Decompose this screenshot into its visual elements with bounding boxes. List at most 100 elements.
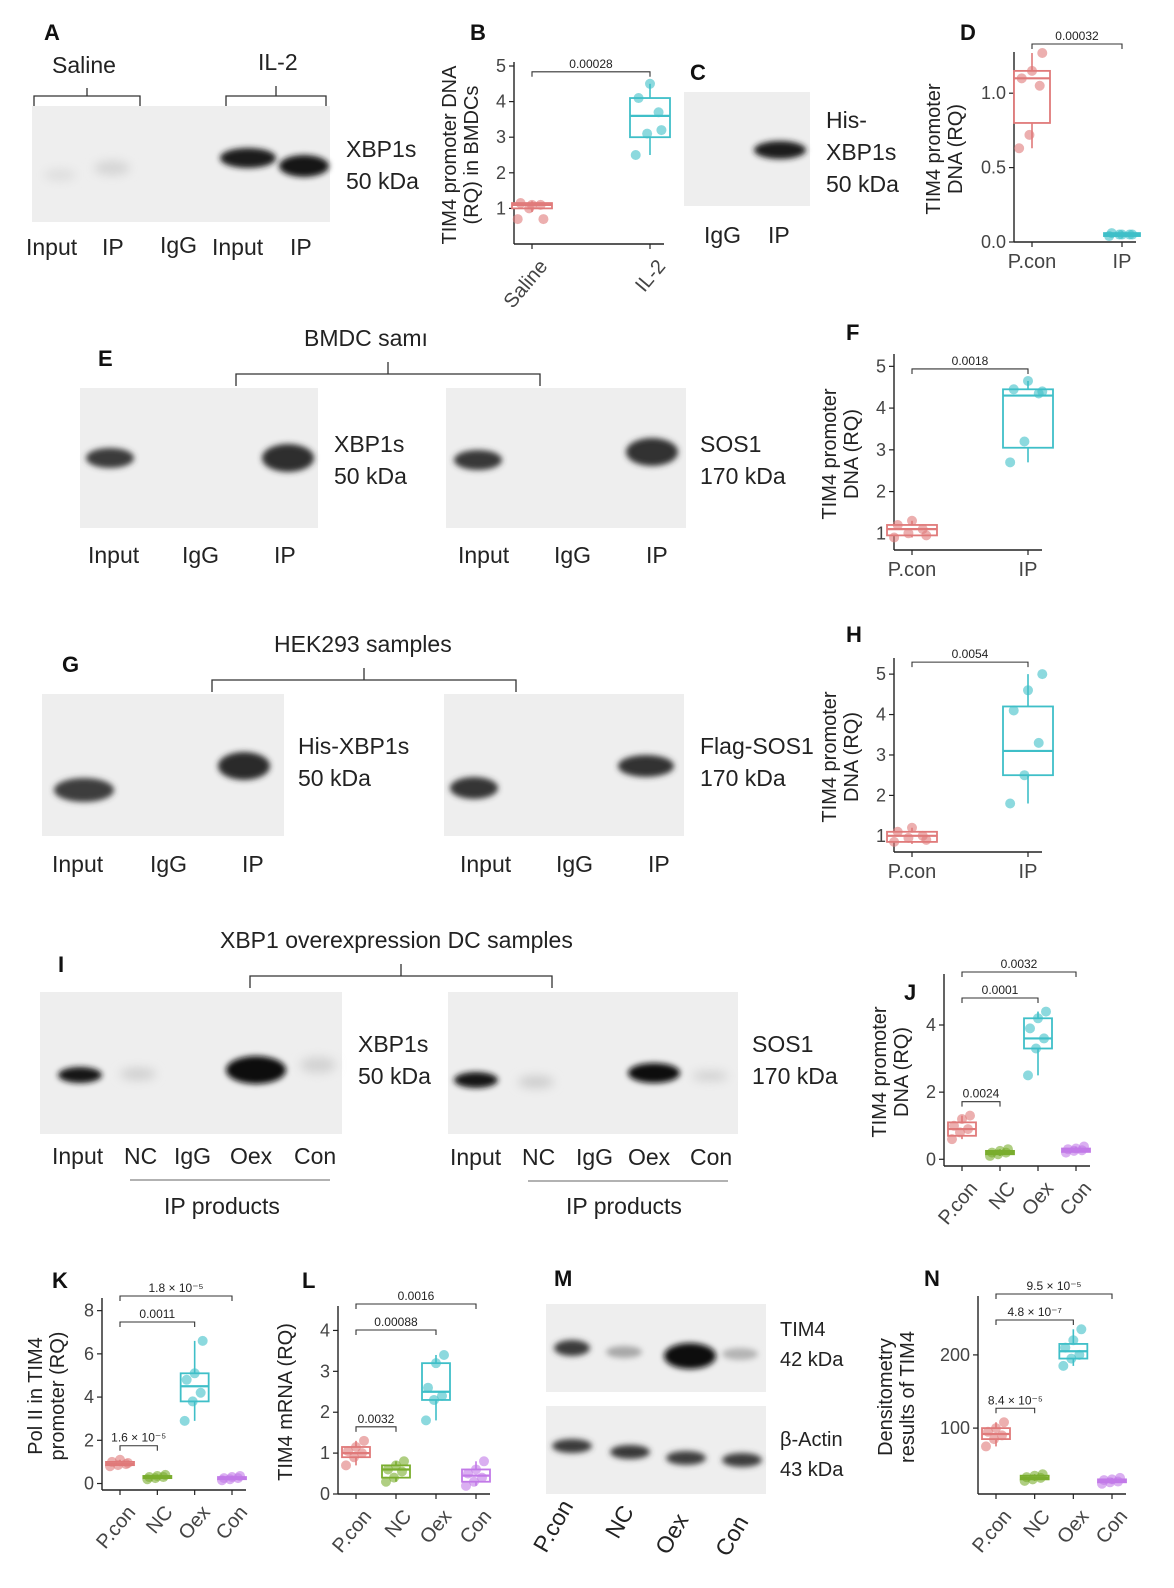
y-tick-label: 0 (926, 1149, 936, 1169)
y-tick-label: 2 (320, 1402, 330, 1422)
data-point (389, 1472, 399, 1483)
data-point (421, 1415, 431, 1426)
lane-label: NC (124, 1143, 157, 1169)
lane-label: IP (102, 234, 124, 260)
panel-label-j: J (904, 980, 916, 1005)
x-tick-label: Con (212, 1502, 252, 1544)
panel-e: E BMDC samı XBP1s 50 kDa Input IgG IP SO… (80, 325, 786, 568)
bracket-il2 (225, 86, 327, 107)
data-point (107, 1456, 117, 1467)
significance-bracket (119, 1321, 196, 1327)
data-point (341, 1460, 351, 1471)
data-point (983, 1426, 993, 1437)
bracket-saline (33, 88, 141, 107)
data-point (181, 1374, 192, 1385)
data-point (892, 826, 903, 837)
lane-label: Input (52, 1143, 104, 1169)
y-axis-label: (RQ) in BMDCs (461, 86, 483, 225)
lane-label: IgG (556, 851, 593, 877)
data-point (653, 107, 664, 118)
chart-l: 0 1 2 3 4 TIM4 mRNA (RQ) P.con NC Oex Con 0.0032 0.… (275, 1289, 496, 1557)
data-point (1023, 1070, 1033, 1081)
blot-band (618, 755, 674, 777)
data-point (907, 515, 917, 526)
band-size: 43 kDa (780, 1459, 844, 1481)
data-point (1029, 1470, 1040, 1481)
blot-band (628, 1063, 680, 1083)
lane-label: NC (522, 1144, 555, 1170)
y-axis-label: TIM4 promoter (819, 691, 841, 822)
box (1013, 69, 1051, 124)
data-point (1016, 73, 1027, 84)
blot-band (44, 169, 76, 181)
blot-band (666, 1451, 706, 1465)
p-value-label: 0.00028 (569, 57, 613, 71)
band-size: 170 kDa (700, 463, 786, 489)
y-tick-label: 6 (84, 1344, 94, 1364)
y-axis-label: Pol II in TIM4 (25, 1337, 47, 1454)
data-point (429, 1394, 439, 1405)
data-point (189, 1368, 200, 1379)
data-point (1037, 1469, 1048, 1480)
p-value-label: 0.0001 (982, 983, 1019, 997)
lane-label: IgG (576, 1144, 613, 1170)
significance-bracket (995, 1319, 1074, 1325)
significance-bracket (961, 1101, 1001, 1107)
data-point (471, 1464, 481, 1475)
significance-bracket (911, 661, 1029, 668)
blot-band (626, 438, 678, 466)
band-size: 50 kDa (358, 1063, 431, 1089)
chart-f: 1 2 3 4 5 TIM4 promoter DNA (RQ) P.con IP 0.0018 (819, 354, 1054, 581)
data-point (1034, 80, 1045, 91)
data-point (889, 532, 900, 543)
y-axis-label: TIM4 promoter (923, 83, 945, 214)
significance-bracket (119, 1295, 233, 1301)
data-point (1117, 229, 1127, 240)
group-label-il2: IL-2 (258, 49, 298, 75)
data-point (1063, 1144, 1073, 1155)
data-point (957, 1114, 967, 1124)
band-size: 50 kDa (334, 463, 407, 489)
blot-band (300, 1057, 336, 1073)
data-point (987, 1147, 997, 1158)
x-tick-label: IP (1019, 559, 1038, 581)
chart-h: 1 2 3 4 5 TIM4 promoter DNA (RQ) P.con IP 0.0054 (819, 647, 1054, 883)
data-point (349, 1452, 359, 1463)
data-point (645, 78, 655, 89)
group-label-saline: Saline (52, 52, 116, 78)
p-value-label: 9.5 × 10⁻⁵ (1026, 1279, 1081, 1293)
x-tick-label: P.con (328, 1506, 376, 1557)
y-tick-label: 0 (320, 1484, 330, 1504)
panel-label-a: A (44, 20, 60, 45)
p-value-label: 0.0018 (952, 354, 989, 368)
significance-bracket (995, 1293, 1113, 1299)
x-tick-label: P.con (92, 1502, 140, 1553)
band-name: β-Actin (780, 1429, 843, 1451)
significance-bracket (355, 1426, 397, 1432)
x-tick-label: IP (1019, 861, 1038, 883)
panel-title: HEK293 samples (274, 631, 452, 657)
data-point (1079, 1141, 1089, 1152)
x-tick-label: Con (1092, 1506, 1132, 1548)
y-tick-label: 0 (84, 1474, 94, 1494)
y-tick-label: 1 (876, 523, 886, 543)
data-point (343, 1446, 353, 1457)
y-axis-label: DNA (RQ) (891, 1027, 913, 1117)
band-size: 42 kDa (780, 1349, 844, 1371)
y-tick-label: 2 (496, 163, 506, 183)
y-tick-label: 4 (876, 705, 886, 725)
x-tick-label: P.con (888, 559, 937, 581)
data-point (1037, 48, 1048, 59)
bracket (249, 964, 553, 988)
p-value-label: 0.00032 (1055, 29, 1099, 43)
blot-band (552, 1439, 592, 1453)
y-tick-label: 2 (876, 785, 886, 805)
band-name: XBP1s (826, 139, 896, 165)
data-point (1005, 457, 1016, 468)
panel-label-c: C (690, 60, 706, 85)
blot-band (226, 1056, 286, 1084)
blot-band (450, 777, 498, 799)
lane-label: Con (294, 1143, 336, 1169)
lane-label: Oex (650, 1509, 694, 1559)
data-point (381, 1476, 391, 1487)
